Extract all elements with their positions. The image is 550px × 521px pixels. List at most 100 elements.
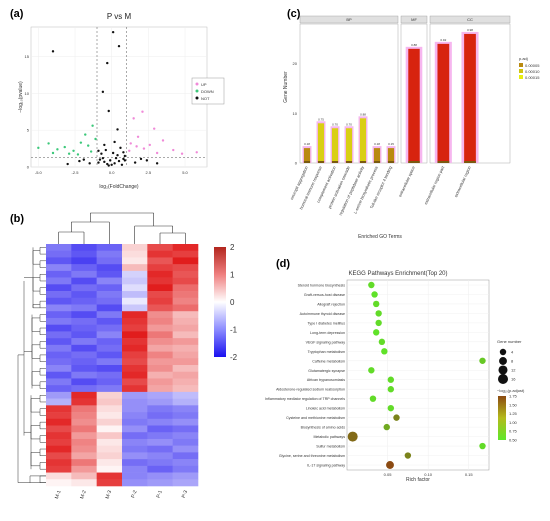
heatmap-cell — [122, 358, 148, 366]
heatmap-cell — [172, 270, 199, 278]
heatmap-column-label: M-2 — [79, 489, 88, 499]
kegg-title: KEGG Pathways Enrichment(Top 20) — [348, 271, 447, 277]
kegg-point — [347, 431, 358, 442]
heatmap-cell — [147, 472, 173, 480]
heatmap-color-scale — [214, 247, 226, 357]
heatmap-cell — [122, 338, 148, 346]
heatmap-cell — [122, 331, 148, 339]
volcano-point-up — [148, 143, 151, 147]
go-y-tick-label: 20 — [293, 61, 298, 66]
heatmap-cell — [46, 385, 72, 393]
kegg-point — [479, 357, 486, 364]
volcano-point-not — [103, 160, 106, 164]
go-legend-swatch-2 — [519, 69, 523, 73]
heatmap-scale-tick-label: 2 — [230, 243, 235, 252]
go-bar-base — [373, 161, 381, 163]
volcano-point-up — [129, 142, 132, 145]
heatmap-cell — [122, 365, 148, 373]
heatmap-cell — [71, 277, 97, 285]
volcano-point-not — [116, 128, 119, 131]
heatmap-row-dendrogram — [17, 247, 46, 483]
volcano-point-down — [56, 148, 59, 151]
kegg-pathway-label: Cysteine and methionine metabolism — [286, 416, 345, 420]
volcano-point-down — [76, 153, 80, 156]
heatmap-cell — [147, 378, 173, 386]
kegg-size-legend-label: 12 — [511, 368, 516, 373]
volcano-x-axis-label: log₂(FoldChange) — [99, 184, 139, 190]
go-bar-data-label: 0.88 — [411, 43, 417, 47]
heatmap-cell — [46, 459, 72, 467]
kegg-point — [375, 310, 382, 317]
volcano-point-up — [142, 147, 146, 150]
heatmap-cell — [147, 371, 173, 379]
heatmap-cell — [46, 452, 72, 460]
heatmap-cell — [147, 324, 173, 332]
heatmap-cell — [46, 445, 72, 453]
heatmap-cell — [96, 465, 123, 473]
kegg-point — [375, 319, 382, 327]
heatmap-cell — [71, 459, 97, 467]
heatmap-cell — [46, 391, 72, 399]
heatmap-cell — [172, 371, 199, 379]
heatmap-cell — [172, 438, 199, 446]
heatmap-cell — [96, 479, 123, 487]
go-y-axis-label: Gene Number — [283, 71, 289, 103]
go-bar-data-label: 0.75 — [318, 117, 324, 121]
heatmap-cell — [172, 338, 199, 346]
heatmap-cell — [71, 445, 97, 453]
kegg-dot-plot: KEGG Pathways Enrichment(Top 20) 0.05 0.1… — [265, 271, 525, 483]
heatmap-cell — [96, 264, 123, 272]
volcano-point-not — [117, 44, 121, 48]
heatmap-cell — [46, 358, 72, 366]
heatmap-cell — [122, 284, 148, 292]
volcano-point-down — [89, 150, 93, 153]
heatmap-cell — [172, 284, 199, 292]
heatmap-cell — [46, 378, 72, 386]
heatmap-cell — [71, 257, 97, 265]
heatmap-cell — [147, 277, 173, 285]
kegg-pathway-label: Linoleic acid metabolism — [306, 407, 345, 411]
go-bar-base — [303, 161, 311, 163]
heatmap-cell — [122, 432, 148, 440]
volcano-point-down — [91, 124, 94, 127]
kegg-x-tick-label: 0.05 — [384, 472, 393, 477]
kegg-size-legend-label: 16 — [511, 377, 516, 382]
legend-label-up: UP — [201, 82, 207, 87]
heatmap-cell — [172, 351, 199, 359]
heatmap-scale-tick-label: -2 — [230, 353, 238, 362]
heatmap-cell — [96, 311, 123, 319]
heatmap-cell — [96, 304, 123, 312]
go-legend-label-3: 0.00015 — [525, 75, 540, 80]
heatmap-cell — [71, 391, 97, 399]
heatmap-cell — [71, 344, 97, 352]
kegg-point — [378, 338, 386, 346]
heatmap-cell — [147, 438, 173, 446]
volcano-point-down — [84, 133, 87, 136]
go-bar-base — [387, 161, 395, 163]
volcano-point-up — [172, 148, 175, 152]
heatmap-cell — [71, 378, 97, 386]
heatmap-cell — [46, 277, 72, 285]
heatmap-cell — [122, 371, 148, 379]
heatmap-cell — [96, 297, 123, 305]
go-legend-label-2: 0.00010 — [525, 69, 540, 74]
heatmap-cell — [46, 331, 72, 339]
go-bar — [437, 43, 450, 163]
heatmap-cell — [172, 297, 199, 305]
heatmap-cell — [46, 398, 72, 406]
heatmap-cell — [122, 378, 148, 386]
heatmap-cell — [96, 257, 123, 265]
volcano-point-up — [195, 151, 198, 154]
volcano-point-not — [104, 148, 108, 152]
heatmap-cell — [46, 351, 72, 359]
go-bar-data-label: 0.18 — [374, 142, 380, 146]
volcano-point-not — [145, 159, 149, 162]
volcano-point-not — [88, 162, 91, 165]
go-bar-data-label: 0.15 — [388, 142, 394, 146]
go-bar — [408, 48, 420, 164]
kegg-pathway-label: Autoimmune thyroid disease — [300, 312, 345, 316]
heatmap-cell — [172, 331, 199, 339]
panel-label-c: (c) — [287, 8, 301, 20]
go-bar — [373, 148, 381, 163]
heatmap-cell — [122, 459, 148, 467]
